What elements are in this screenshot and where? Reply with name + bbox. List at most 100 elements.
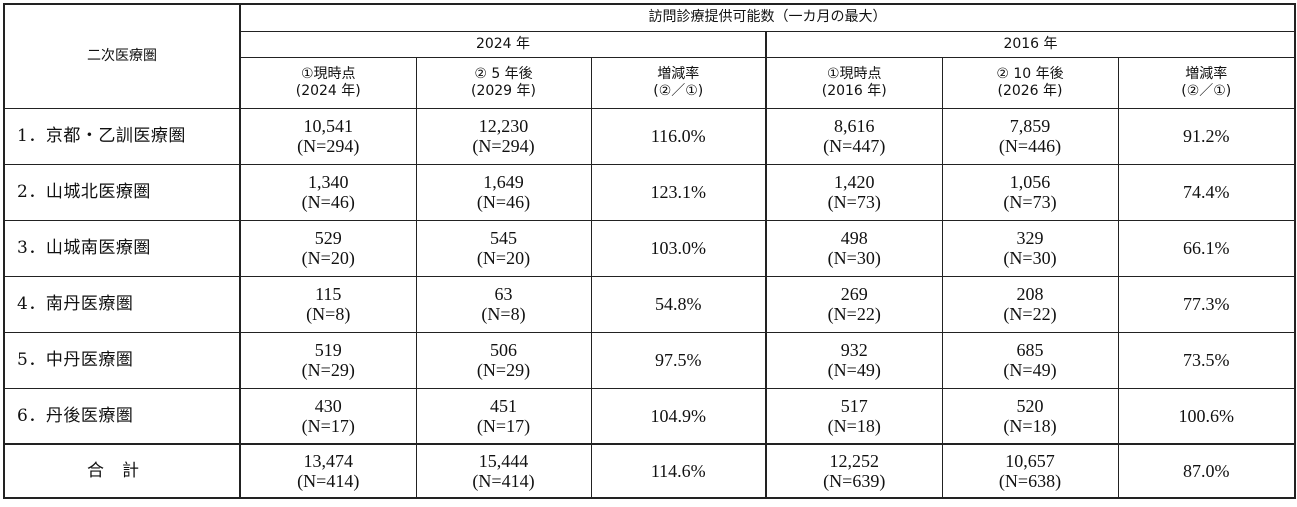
value-cell: 430 (N=17) — [239, 387, 417, 445]
sample-size: (N=8) — [306, 304, 351, 324]
value: 13,474 — [303, 451, 354, 471]
sample-size: (N=414) — [472, 471, 535, 491]
col-header-line: (2026 年) — [997, 82, 1063, 99]
sample-size: (N=29) — [301, 360, 355, 380]
sample-size: (N=73) — [1003, 192, 1057, 212]
col-header-rate-2016: 増減率 (②／①) — [1117, 56, 1296, 109]
value-cell: 1,340 (N=46) — [239, 163, 417, 221]
sample-size: (N=20) — [476, 248, 531, 268]
value: 12,252 — [829, 451, 880, 471]
area-name: 6．丹後医療圏 — [3, 387, 241, 445]
total-row: 合計 13,474 (N=414) 15,444 (N=414) 114.6% 12… — [3, 443, 1296, 499]
value: 685 — [1016, 340, 1044, 360]
visit-care-capacity-table: 二次医療圏 訪問診療提供可能数（一カ月の最大） 2024 年 2016 年 ①現… — [3, 3, 1296, 499]
rate-cell: 123.1% — [590, 163, 767, 221]
rate-cell: 114.6% — [590, 443, 767, 499]
value-cell: 269 (N=22) — [765, 275, 943, 333]
sample-size: (N=294) — [297, 136, 360, 156]
header-row-years: 2024 年 2016 年 — [4, 30, 1296, 58]
value: 506 — [490, 340, 517, 360]
col-header-line: (②／①) — [653, 82, 704, 99]
col-header-line: ①現時点 — [826, 65, 882, 82]
value: 329 — [1016, 228, 1044, 248]
value-cell: 1,649 (N=46) — [415, 163, 592, 221]
col-header-line: 増減率 — [1185, 65, 1228, 82]
value-cell: 10,657 (N=638) — [941, 443, 1119, 499]
col-header-line: ② 10 年後 — [996, 65, 1064, 82]
value: 1,056 — [1009, 172, 1051, 192]
area-name: 1．京都・乙訓医療圏 — [3, 107, 241, 165]
sample-size: (N=73) — [827, 192, 881, 212]
area-name: 3．山城南医療圏 — [3, 219, 241, 277]
value: 498 — [840, 228, 868, 248]
area-name: 4．南丹医療圏 — [3, 275, 241, 333]
value-cell: 506 (N=29) — [415, 331, 592, 389]
col-header-5yr-2029: ② 5 年後 (2029 年) — [415, 56, 592, 109]
value: 269 — [840, 284, 868, 304]
header-row-columns: ①現時点 (2024 年) ② 5 年後 (2029 年) 増減率 (②／①) … — [4, 56, 1296, 109]
value: 529 — [314, 228, 342, 248]
sample-size: (N=639) — [823, 471, 886, 491]
sample-size: (N=22) — [827, 304, 881, 324]
col-header-line: (2029 年) — [470, 82, 536, 99]
table-row: 5．中丹医療圏 519 (N=29) 506 (N=29) 97.5% 932 (N=… — [3, 331, 1296, 389]
value-cell: 12,252 (N=639) — [765, 443, 943, 499]
year-group-2016: 2016 年 — [765, 30, 1296, 58]
sample-size: (N=638) — [998, 471, 1062, 491]
value: 519 — [314, 340, 342, 360]
col-header-rate-2024: 増減率 (②／①) — [590, 56, 767, 109]
table-row: 3．山城南医療圏 529 (N=20) 545 (N=20) 103.0% 498(… — [3, 219, 1296, 277]
value: 1,649 — [483, 172, 524, 192]
value-cell: 7,859 (N=446) — [941, 107, 1119, 165]
value-cell: 520 (N=18) — [941, 387, 1119, 445]
value: 10,541 — [303, 116, 354, 136]
value-cell: 15,444 (N=414) — [415, 443, 592, 499]
table-row: 2．山城北医療圏 1,340 (N=46) 1,649 (N=46) 123.1% … — [3, 163, 1296, 221]
rate-cell: 116.0% — [590, 107, 767, 165]
sample-size: (N=446) — [998, 136, 1062, 156]
rate-cell: 77.3% — [1117, 275, 1296, 333]
sample-size: (N=49) — [827, 360, 881, 380]
rate-cell: 100.6% — [1117, 387, 1296, 445]
sample-size: (N=30) — [1003, 248, 1057, 268]
sample-size: (N=18) — [1003, 415, 1057, 436]
col-header-line: (②／①) — [1181, 82, 1232, 99]
value: 63 — [494, 284, 513, 304]
value-cell: 10,541 (N=294) — [239, 107, 417, 165]
value: 520 — [1016, 395, 1044, 416]
value-cell: 517 (N=18) — [765, 387, 943, 445]
year-group-2024: 2024 年 — [239, 30, 767, 58]
value-cell: 685 (N=49) — [941, 331, 1119, 389]
area-column-header: 二次医療圏 — [3, 3, 241, 109]
sample-size: (N=18) — [827, 415, 881, 436]
value-cell: 932 (N=49) — [765, 331, 943, 389]
total-label: 合計 — [3, 443, 241, 499]
col-header-line: 増減率 — [657, 65, 700, 82]
sample-size: (N=17) — [476, 415, 531, 436]
rate-cell: 73.5% — [1117, 331, 1296, 389]
rate-cell: 104.9% — [590, 387, 767, 445]
value-cell: 1,420 (N=73) — [765, 163, 943, 221]
sample-size: (N=29) — [476, 360, 531, 380]
value: 7,859 — [1009, 116, 1051, 136]
value-cell: 519 (N=29) — [239, 331, 417, 389]
value: 932 — [840, 340, 868, 360]
sample-size: (N=30) — [827, 248, 881, 268]
rate-cell: 87.0% — [1117, 443, 1296, 499]
value-cell: 529 (N=20) — [239, 219, 417, 277]
sample-size: (N=49) — [1003, 360, 1057, 380]
value: 115 — [315, 284, 342, 304]
value: 10,657 — [1005, 451, 1055, 471]
value-cell: 13,474 (N=414) — [239, 443, 417, 499]
value: 1,340 — [308, 172, 349, 192]
sample-size: (N=22) — [1003, 304, 1057, 324]
sample-size: (N=17) — [301, 415, 355, 436]
sample-size: (N=8) — [481, 304, 526, 324]
rate-cell: 54.8% — [590, 275, 767, 333]
col-header-current-2024: ①現時点 (2024 年) — [239, 56, 417, 109]
sample-size: (N=20) — [301, 248, 355, 268]
rate-cell: 91.2% — [1117, 107, 1296, 165]
table-row: 4．南丹医療圏 115 (N=8) 63 (N=8) 54.8% 269 (N=22)… — [3, 275, 1296, 333]
value-cell: 208 (N=22) — [941, 275, 1119, 333]
table-row: 1．京都・乙訓医療圏 10,541 (N=294) 12,230 (N=294) 1… — [3, 107, 1296, 165]
